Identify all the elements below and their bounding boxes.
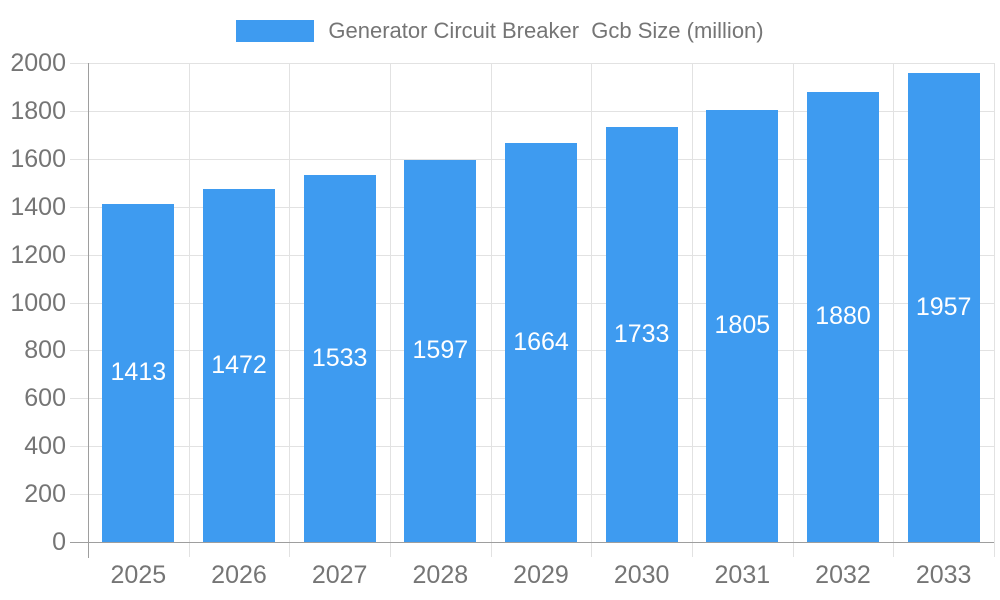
bar-2025[interactable]: 1413 [102, 203, 175, 542]
x-gridline [792, 63, 794, 557]
y-axis-label: 800 [24, 336, 66, 365]
bar-2029[interactable]: 1664 [505, 143, 577, 542]
y-tick [70, 63, 88, 64]
x-axis-label: 2032 [815, 561, 871, 589]
x-gridline [390, 63, 391, 557]
x-gridline [591, 63, 593, 557]
x-axis-label: 2026 [211, 561, 267, 589]
y-tick [70, 446, 88, 448]
bar-2032[interactable]: 1880 [807, 91, 879, 542]
bar-value-label: 1957 [915, 293, 972, 322]
bar-value-label: 1733 [613, 319, 670, 348]
y-axis-label: 0 [52, 528, 66, 556]
bar-2030[interactable]: 1733 [605, 126, 678, 542]
y-tick [70, 158, 88, 160]
bar-2033[interactable]: 1957 [907, 73, 980, 542]
x-gridline [188, 63, 190, 557]
y-tick [70, 350, 88, 352]
y-axis-label: 1200 [10, 240, 66, 269]
y-axis-label: 1400 [10, 192, 66, 221]
y-axis-label: 1000 [10, 288, 66, 317]
y-axis-label: 1800 [10, 96, 66, 125]
bar-value-label: 1472 [211, 351, 267, 380]
y-gridline [88, 110, 994, 112]
bar-value-label: 1533 [311, 343, 368, 372]
x-axis-label: 2030 [613, 561, 670, 589]
y-tick [70, 494, 88, 496]
y-tick [70, 206, 88, 208]
x-axis-label: 2031 [714, 561, 771, 589]
x-gridline [490, 63, 492, 557]
y-axis-label: 2000 [10, 49, 66, 77]
bar-2026[interactable]: 1472 [203, 189, 275, 542]
x-gridline [893, 63, 895, 557]
bar-2031[interactable]: 1805 [706, 109, 779, 542]
bar-2028[interactable]: 1597 [404, 159, 477, 542]
bar-value-label: 1880 [815, 302, 871, 331]
y-tick [70, 398, 88, 400]
bar-value-label: 1597 [412, 336, 469, 365]
x-gridline [994, 63, 995, 557]
x-axis-label: 2029 [513, 561, 569, 589]
x-axis-label: 2025 [110, 561, 167, 589]
y-axis-label: 1600 [10, 144, 66, 173]
bar-value-label: 1413 [110, 358, 167, 387]
legend-label: Generator Circuit Breaker Gcb Size (mill… [328, 18, 764, 43]
x-axis-label: 2033 [915, 561, 972, 589]
y-tick [70, 110, 88, 112]
y-axis-label: 200 [24, 480, 66, 509]
y-axis-label: 600 [24, 384, 66, 413]
y-tick [70, 254, 88, 256]
y-tick [70, 302, 88, 304]
bar-value-label: 1805 [714, 311, 771, 340]
x-gridline [692, 63, 693, 557]
legend[interactable]: Generator Circuit Breaker Gcb Size (mill… [0, 18, 1000, 44]
x-gridline [289, 63, 291, 557]
y-gridline [88, 63, 994, 64]
bar-2027[interactable]: 1533 [303, 174, 376, 542]
y-tick [70, 542, 88, 543]
y-axis-line [88, 63, 89, 558]
y-axis-label: 400 [24, 432, 66, 461]
x-axis-line [88, 542, 994, 543]
x-axis-label: 2027 [311, 561, 368, 589]
legend-swatch-icon [236, 20, 315, 42]
bar-value-label: 1664 [513, 328, 569, 357]
x-axis-label: 2028 [412, 561, 469, 589]
